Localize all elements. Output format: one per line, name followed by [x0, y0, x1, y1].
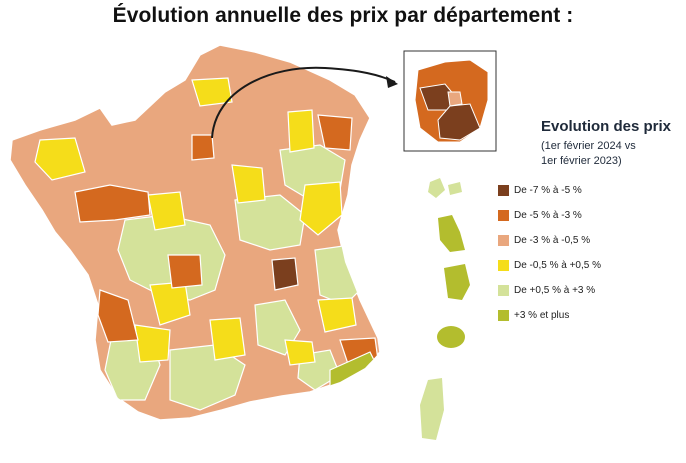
zoom-arrow-head — [386, 76, 398, 88]
legend-item: De +0,5 % à +3 % — [498, 284, 595, 296]
legend-swatch — [498, 309, 509, 321]
legend-swatch — [498, 184, 509, 196]
dept-zone-paris-region — [191, 134, 215, 161]
dept-zone-alps — [314, 244, 361, 306]
legend-swatch — [498, 209, 509, 221]
legend-item: +3 % et plus — [498, 309, 569, 321]
legend-subtitle-line1: (1er février 2024 vs — [541, 140, 636, 152]
legend-item: De -5 % à -3 % — [498, 209, 582, 221]
legend-label: +3 % et plus — [514, 309, 570, 321]
dept-zone-herault — [284, 339, 316, 366]
dept-zone-picardie — [191, 77, 233, 107]
legend-swatch — [498, 284, 509, 296]
dept-zone-yonne — [231, 164, 266, 204]
dept-zone-indre — [167, 254, 203, 289]
legend-swatch — [498, 259, 509, 271]
legend-subtitle-line2: 1er février 2023) — [541, 155, 622, 167]
legend-label: De -7 % à -5 % — [514, 184, 582, 196]
dept-zone-rhone-dark — [271, 257, 299, 291]
zoom-arrow — [211, 66, 396, 139]
dept-zone-marne — [287, 109, 315, 153]
dept-zone-isere — [317, 297, 357, 333]
dept-zone-vosges — [299, 181, 343, 236]
overseas-guadeloupe — [428, 178, 462, 198]
legend-label: De -0,5 % à +0,5 % — [514, 259, 601, 271]
legend-label: De -5 % à -3 % — [514, 209, 582, 221]
inset-idf — [414, 59, 489, 143]
map-title: Évolution annuelle des prix par départem… — [112, 4, 574, 27]
legend-label: De +0,5 % à +3 % — [514, 284, 596, 296]
overseas-reunion — [437, 326, 465, 348]
dept-zone-bretagne — [34, 137, 86, 181]
legend-label: De -3 % à -0,5 % — [514, 234, 591, 246]
dept-zone-gironde — [97, 289, 139, 343]
legend-item: De -3 % à -0,5 % — [498, 234, 590, 246]
legend-item: De -0,5 % à +0,5 % — [498, 259, 601, 271]
dept-zone-cantal — [209, 317, 246, 361]
overseas-corsica — [420, 378, 444, 440]
dept-zone-east — [234, 194, 306, 251]
legend-item: De -7 % à -5 % — [498, 184, 582, 196]
legend-title: Evolution des prix — [541, 118, 672, 135]
dept-zone-ardennes — [317, 114, 353, 151]
overseas-martinique — [438, 215, 465, 252]
dept-zone-loir — [147, 191, 186, 231]
dept-zone-gironde-east — [134, 324, 171, 363]
dept-zone-maine — [74, 184, 151, 223]
overseas-guyane — [444, 264, 470, 300]
legend-swatch — [498, 234, 509, 246]
